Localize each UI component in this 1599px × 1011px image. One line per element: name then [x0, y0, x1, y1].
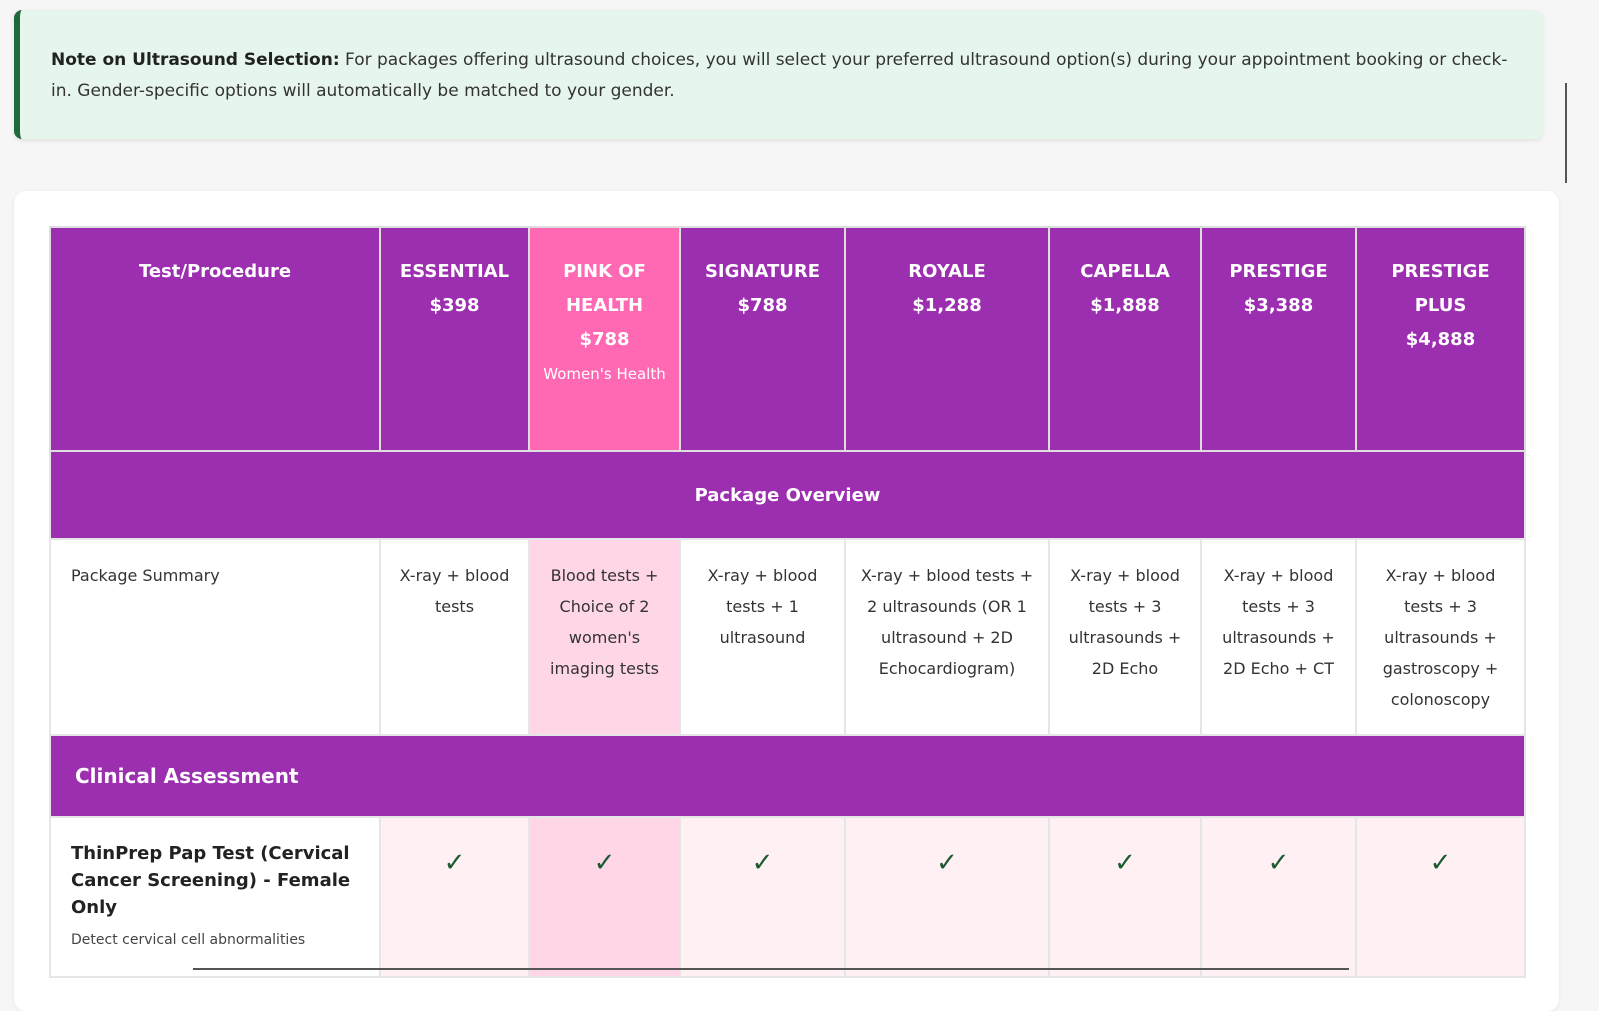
check-icon: ✓: [1200, 816, 1357, 978]
package-name: PRESTIGE: [1229, 261, 1328, 282]
check-icon: ✓: [528, 816, 681, 978]
summary-row: Package Summary X-ray + blood tests Bloo…: [49, 538, 1526, 736]
note-heading: Note on Ultrasound Selection:: [51, 50, 340, 70]
package-price: $398: [429, 295, 480, 316]
summary-prestige: X-ray + blood tests + 3 ultrasounds + 2D…: [1200, 538, 1357, 736]
summary-royale: X-ray + blood tests + 2 ultrasounds (OR …: [844, 538, 1050, 736]
check-icon: ✓: [1048, 816, 1202, 978]
package-name: ESSENTIAL: [399, 261, 510, 282]
package-name: SIGNATURE: [704, 261, 821, 282]
table-row: ThinPrep Pap Test (Cervical Cancer Scree…: [49, 816, 1526, 978]
header-royale: ROYALE $1,288: [844, 226, 1050, 452]
section-row: Clinical Assessment: [49, 734, 1526, 818]
note-text: For packages offering ultrasound choices…: [51, 50, 1508, 101]
summary-essential: X-ray + blood tests: [379, 538, 530, 736]
package-name: PRESTIGE PLUS: [1391, 261, 1490, 316]
horizontal-scrollbar[interactable]: [193, 968, 1349, 970]
header-pink-of-health: PINK OF HEALTH $788 Women's Health: [528, 226, 681, 452]
header-test-procedure: Test/Procedure: [49, 226, 381, 452]
package-name: PINK OF HEALTH: [563, 261, 646, 316]
clinical-assessment-heading: Clinical Assessment: [49, 734, 1526, 818]
package-price: $1,888: [1090, 295, 1160, 316]
header-essential: ESSENTIAL $398: [379, 226, 530, 452]
package-price: $788: [579, 329, 630, 350]
pap-test-label: ThinPrep Pap Test (Cervical Cancer Scree…: [49, 816, 381, 978]
package-overview-label: Package Overview: [49, 450, 1526, 540]
header-prestige-plus: PRESTIGE PLUS $4,888: [1355, 226, 1526, 452]
check-icon: ✓: [1355, 816, 1526, 978]
ultrasound-note: Note on Ultrasound Selection: For packag…: [14, 10, 1543, 139]
header-signature: SIGNATURE $788: [679, 226, 846, 452]
pap-test-name: ThinPrep Pap Test (Cervical Cancer Scree…: [71, 843, 351, 918]
package-subtitle: Women's Health: [543, 365, 666, 383]
vertical-scrollbar[interactable]: [1565, 83, 1567, 183]
package-comparison-table: Test/Procedure ESSENTIAL $398 PINK OF HEA…: [49, 226, 1526, 978]
summary-signature: X-ray + blood tests + 1 ultrasound: [679, 538, 846, 736]
check-icon: ✓: [844, 816, 1050, 978]
summary-label: Package Summary: [49, 538, 381, 736]
header-capella: CAPELLA $1,888: [1048, 226, 1202, 452]
summary-capella: X-ray + blood tests + 3 ultrasounds + 2D…: [1048, 538, 1202, 736]
package-price: $1,288: [912, 295, 982, 316]
summary-prestige-plus: X-ray + blood tests + 3 ultrasounds + ga…: [1355, 538, 1526, 736]
header-prestige: PRESTIGE $3,388: [1200, 226, 1357, 452]
package-price: $788: [737, 295, 788, 316]
package-price: $3,388: [1243, 295, 1314, 316]
package-name: ROYALE: [908, 261, 986, 282]
package-price: $4,888: [1405, 329, 1476, 350]
check-icon: ✓: [679, 816, 846, 978]
pap-test-description: Detect cervical cell abnormalities: [71, 932, 306, 948]
package-name: CAPELLA: [1080, 261, 1170, 282]
overview-row: Package Overview: [49, 450, 1526, 540]
header-row: Test/Procedure ESSENTIAL $398 PINK OF HEA…: [49, 226, 1526, 452]
check-icon: ✓: [379, 816, 530, 978]
summary-pink-of-health: Blood tests + Choice of 2 women's imagin…: [528, 538, 681, 736]
